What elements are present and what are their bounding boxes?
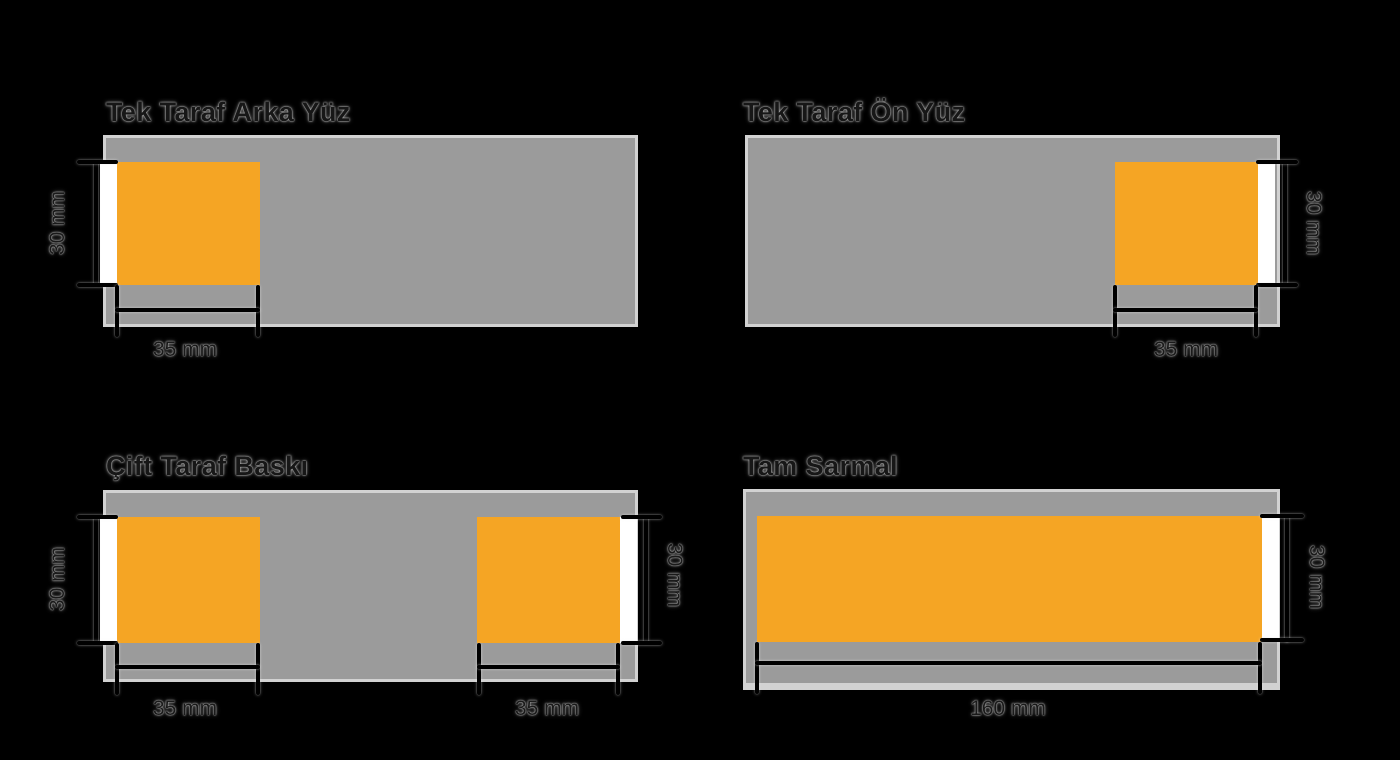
width-dimension-tick-right [1258,642,1262,694]
width-dimension-label-2: 35 mm [514,697,580,720]
height-dimension-tick-bottom [1256,283,1298,287]
width-dimension-tick-left-2 [477,643,481,695]
height-dimension-line-right [644,517,648,643]
height-dimension-line [1285,516,1289,642]
height-dimension-tick-bottom [77,283,118,287]
width-dimension-label-1: 35 mm [152,697,218,720]
height-dimension-tick-top [1256,160,1298,164]
height-dimension-tick-bottom-right [621,641,662,645]
width-dimension-tick-left [755,642,759,694]
width-dimension-tick-left-1 [115,643,119,695]
height-dimension-tick-top [77,160,118,164]
height-dimension-line [94,162,98,285]
height-dimension-tick-bottom-left [77,641,118,645]
print-area-right [477,517,620,643]
width-dimension-tick-right-1 [256,643,260,695]
diagram-title: Tek Taraf Ön Yüz [743,97,966,127]
margin-strip [1262,516,1279,642]
width-dimension-label: 160 mm [970,697,1046,720]
height-dimension-line [1283,162,1287,285]
height-dimension-label: 30 mm [1305,544,1328,610]
width-dimension-label: 35 mm [1153,338,1219,361]
height-dimension-tick-top-right [621,515,662,519]
width-dimension-line-2 [477,665,620,669]
diagram-title: Tek Taraf Arka Yüz [106,97,351,127]
width-dimension-line [1113,308,1258,312]
margin-strip-right [620,517,637,643]
diagram-title: Çift Taraf Baskı [106,451,309,481]
margin-strip-left [100,517,117,643]
width-dimension-line-1 [115,665,260,669]
print-area [1115,162,1258,285]
width-dimension-tick-right-2 [616,643,620,695]
width-dimension-label: 35 mm [152,338,218,361]
height-dimension-tick-bottom [1260,638,1304,642]
margin-strip [100,162,117,285]
height-dimension-line-left [94,517,98,643]
height-dimension-tick-top [1260,514,1304,518]
print-area-left [117,517,260,643]
height-dimension-tick-top-left [77,515,118,519]
print-area [757,516,1262,642]
margin-strip [1258,162,1275,285]
diagram-title: Tam Sarmal [743,451,899,481]
width-dimension-line [115,308,260,312]
width-dimension-line [755,661,1262,665]
print-area [117,162,260,285]
